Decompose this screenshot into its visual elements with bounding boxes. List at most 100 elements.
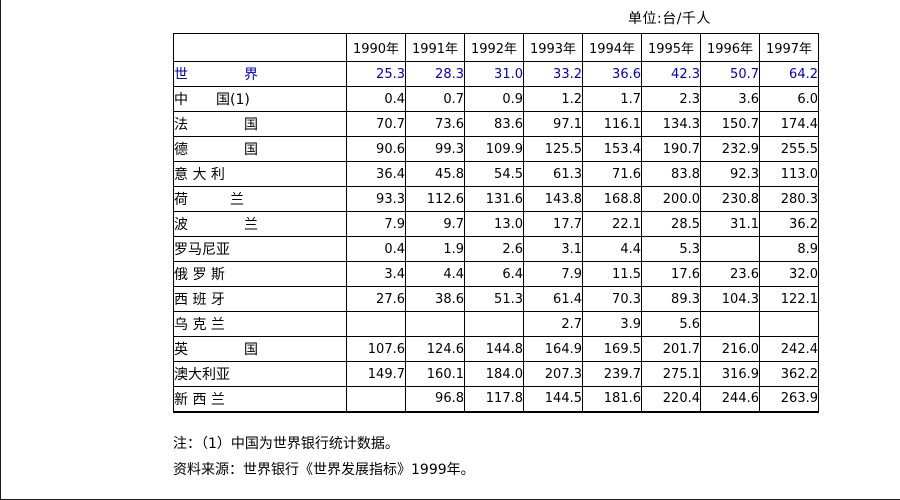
value-cell: 33.2 <box>523 61 583 87</box>
value-cell: 232.9 <box>700 136 760 162</box>
value-cell: 8.9 <box>759 236 819 262</box>
row-label: 西 班 牙 <box>173 286 347 312</box>
table-row-波兰: 波 兰 7.9 9.7 13.0 17.7 22.1 28.5 31.1 36.2 <box>173 211 819 237</box>
value-cell <box>700 311 760 337</box>
value-cell: 28.5 <box>641 211 701 237</box>
value-cell: 2.3 <box>641 86 701 112</box>
value-cell: 174.4 <box>759 111 819 137</box>
table-row-俄罗斯: 俄 罗 斯 3.4 4.4 6.4 7.9 11.5 17.6 23.6 32.0 <box>173 261 819 287</box>
value-cell: 0.9 <box>464 86 524 112</box>
unit-label: 单位:台/千人 <box>628 11 711 27</box>
value-cell: 169.5 <box>582 336 642 362</box>
value-cell: 0.4 <box>346 86 406 112</box>
value-cell: 7.9 <box>523 261 583 287</box>
value-cell: 220.4 <box>641 386 701 412</box>
value-cell: 61.4 <box>523 286 583 312</box>
value-cell: 143.8 <box>523 186 583 212</box>
value-cell: 31.0 <box>464 61 524 87</box>
value-cell: 7.9 <box>346 211 406 237</box>
value-cell: 3.4 <box>346 261 406 287</box>
table-row-英国: 英 国 107.6 124.6 144.8 164.9 169.5 201.7 216.0 24… <box>173 336 819 362</box>
value-cell: 190.7 <box>641 136 701 162</box>
value-cell: 144.5 <box>523 386 583 412</box>
value-cell: 23.6 <box>700 261 760 287</box>
year-header: 1994年 <box>582 33 642 62</box>
value-cell: 0.4 <box>346 236 406 262</box>
table-row-世界: 世 界 25.3 28.3 31.0 33.2 36.6 42.3 50.7 64.2 <box>173 61 819 87</box>
value-cell: 36.6 <box>582 61 642 87</box>
value-cell: 362.2 <box>759 361 819 387</box>
value-cell: 45.8 <box>405 161 465 187</box>
value-cell: 109.9 <box>464 136 524 162</box>
value-cell: 164.9 <box>523 336 583 362</box>
row-label: 波 兰 <box>173 211 347 237</box>
table-row-中国(1): 中 国(1) 0.4 0.7 0.9 1.2 1.7 2.3 3.6 6.0 <box>173 86 819 112</box>
value-cell: 181.6 <box>582 386 642 412</box>
table-row-罗马尼亚: 罗马尼亚 0.4 1.9 2.6 3.1 4.4 5.3 8.9 <box>173 236 819 262</box>
row-label: 法 国 <box>173 111 347 137</box>
value-cell: 153.4 <box>582 136 642 162</box>
value-cell: 239.7 <box>582 361 642 387</box>
value-cell: 4.4 <box>405 261 465 287</box>
value-cell: 2.7 <box>523 311 583 337</box>
value-cell: 51.3 <box>464 286 524 312</box>
corner-cell <box>173 33 347 62</box>
value-cell: 1.2 <box>523 86 583 112</box>
value-cell: 104.3 <box>700 286 760 312</box>
row-label: 乌 克 兰 <box>173 311 347 337</box>
footnote: 注：（1）中国为世界银行统计数据。 <box>173 436 399 452</box>
row-label: 澳大利亚 <box>173 361 347 387</box>
value-cell: 6.0 <box>759 86 819 112</box>
value-cell: 134.3 <box>641 111 701 137</box>
data-table: 1990年 1991年 1992年 1993年 1994年 1995年 1996年 1997年… <box>173 33 819 413</box>
value-cell: 31.1 <box>700 211 760 237</box>
value-cell: 0.7 <box>405 86 465 112</box>
value-cell: 5.3 <box>641 236 701 262</box>
value-cell: 3.1 <box>523 236 583 262</box>
value-cell: 275.1 <box>641 361 701 387</box>
table-row-西班牙: 西 班 牙 27.6 38.6 51.3 61.4 70.3 89.3 104.3 122.1 <box>173 286 819 312</box>
value-cell: 61.3 <box>523 161 583 187</box>
value-cell: 2.6 <box>464 236 524 262</box>
value-cell: 125.5 <box>523 136 583 162</box>
value-cell <box>700 236 760 262</box>
value-cell: 90.6 <box>346 136 406 162</box>
value-cell <box>759 311 819 337</box>
value-cell: 9.7 <box>405 211 465 237</box>
value-cell: 27.6 <box>346 286 406 312</box>
table-row-法国: 法 国 70.7 73.6 83.6 97.1 116.1 134.3 150.7 174.4 <box>173 111 819 137</box>
value-cell: 131.6 <box>464 186 524 212</box>
year-header: 1992年 <box>464 33 524 62</box>
value-cell: 184.0 <box>464 361 524 387</box>
value-cell: 93.3 <box>346 186 406 212</box>
value-cell: 73.6 <box>405 111 465 137</box>
value-cell: 230.8 <box>700 186 760 212</box>
value-cell: 263.9 <box>759 386 819 412</box>
value-cell: 1.9 <box>405 236 465 262</box>
row-label: 意 大 利 <box>173 161 347 187</box>
row-label: 中 国(1) <box>173 86 347 112</box>
table-row-新西兰: 新 西 兰 96.8 117.8 144.5 181.6 220.4 244.6 263.9 <box>173 386 819 412</box>
value-cell <box>405 311 465 337</box>
value-cell: 28.3 <box>405 61 465 87</box>
value-cell: 3.9 <box>582 311 642 337</box>
source-note: 资料来源：世界银行《世界发展指标》1999年。 <box>173 462 475 478</box>
value-cell: 201.7 <box>641 336 701 362</box>
value-cell: 83.6 <box>464 111 524 137</box>
value-cell: 4.4 <box>582 236 642 262</box>
year-header: 1997年 <box>759 33 819 62</box>
value-cell <box>346 311 406 337</box>
value-cell: 36.4 <box>346 161 406 187</box>
value-cell: 316.9 <box>700 361 760 387</box>
value-cell: 92.3 <box>700 161 760 187</box>
value-cell: 17.6 <box>641 261 701 287</box>
value-cell: 255.5 <box>759 136 819 162</box>
value-cell: 216.0 <box>700 336 760 362</box>
value-cell: 117.8 <box>464 386 524 412</box>
value-cell: 113.0 <box>759 161 819 187</box>
value-cell: 13.0 <box>464 211 524 237</box>
value-cell: 17.7 <box>523 211 583 237</box>
value-cell: 6.4 <box>464 261 524 287</box>
value-cell: 11.5 <box>582 261 642 287</box>
